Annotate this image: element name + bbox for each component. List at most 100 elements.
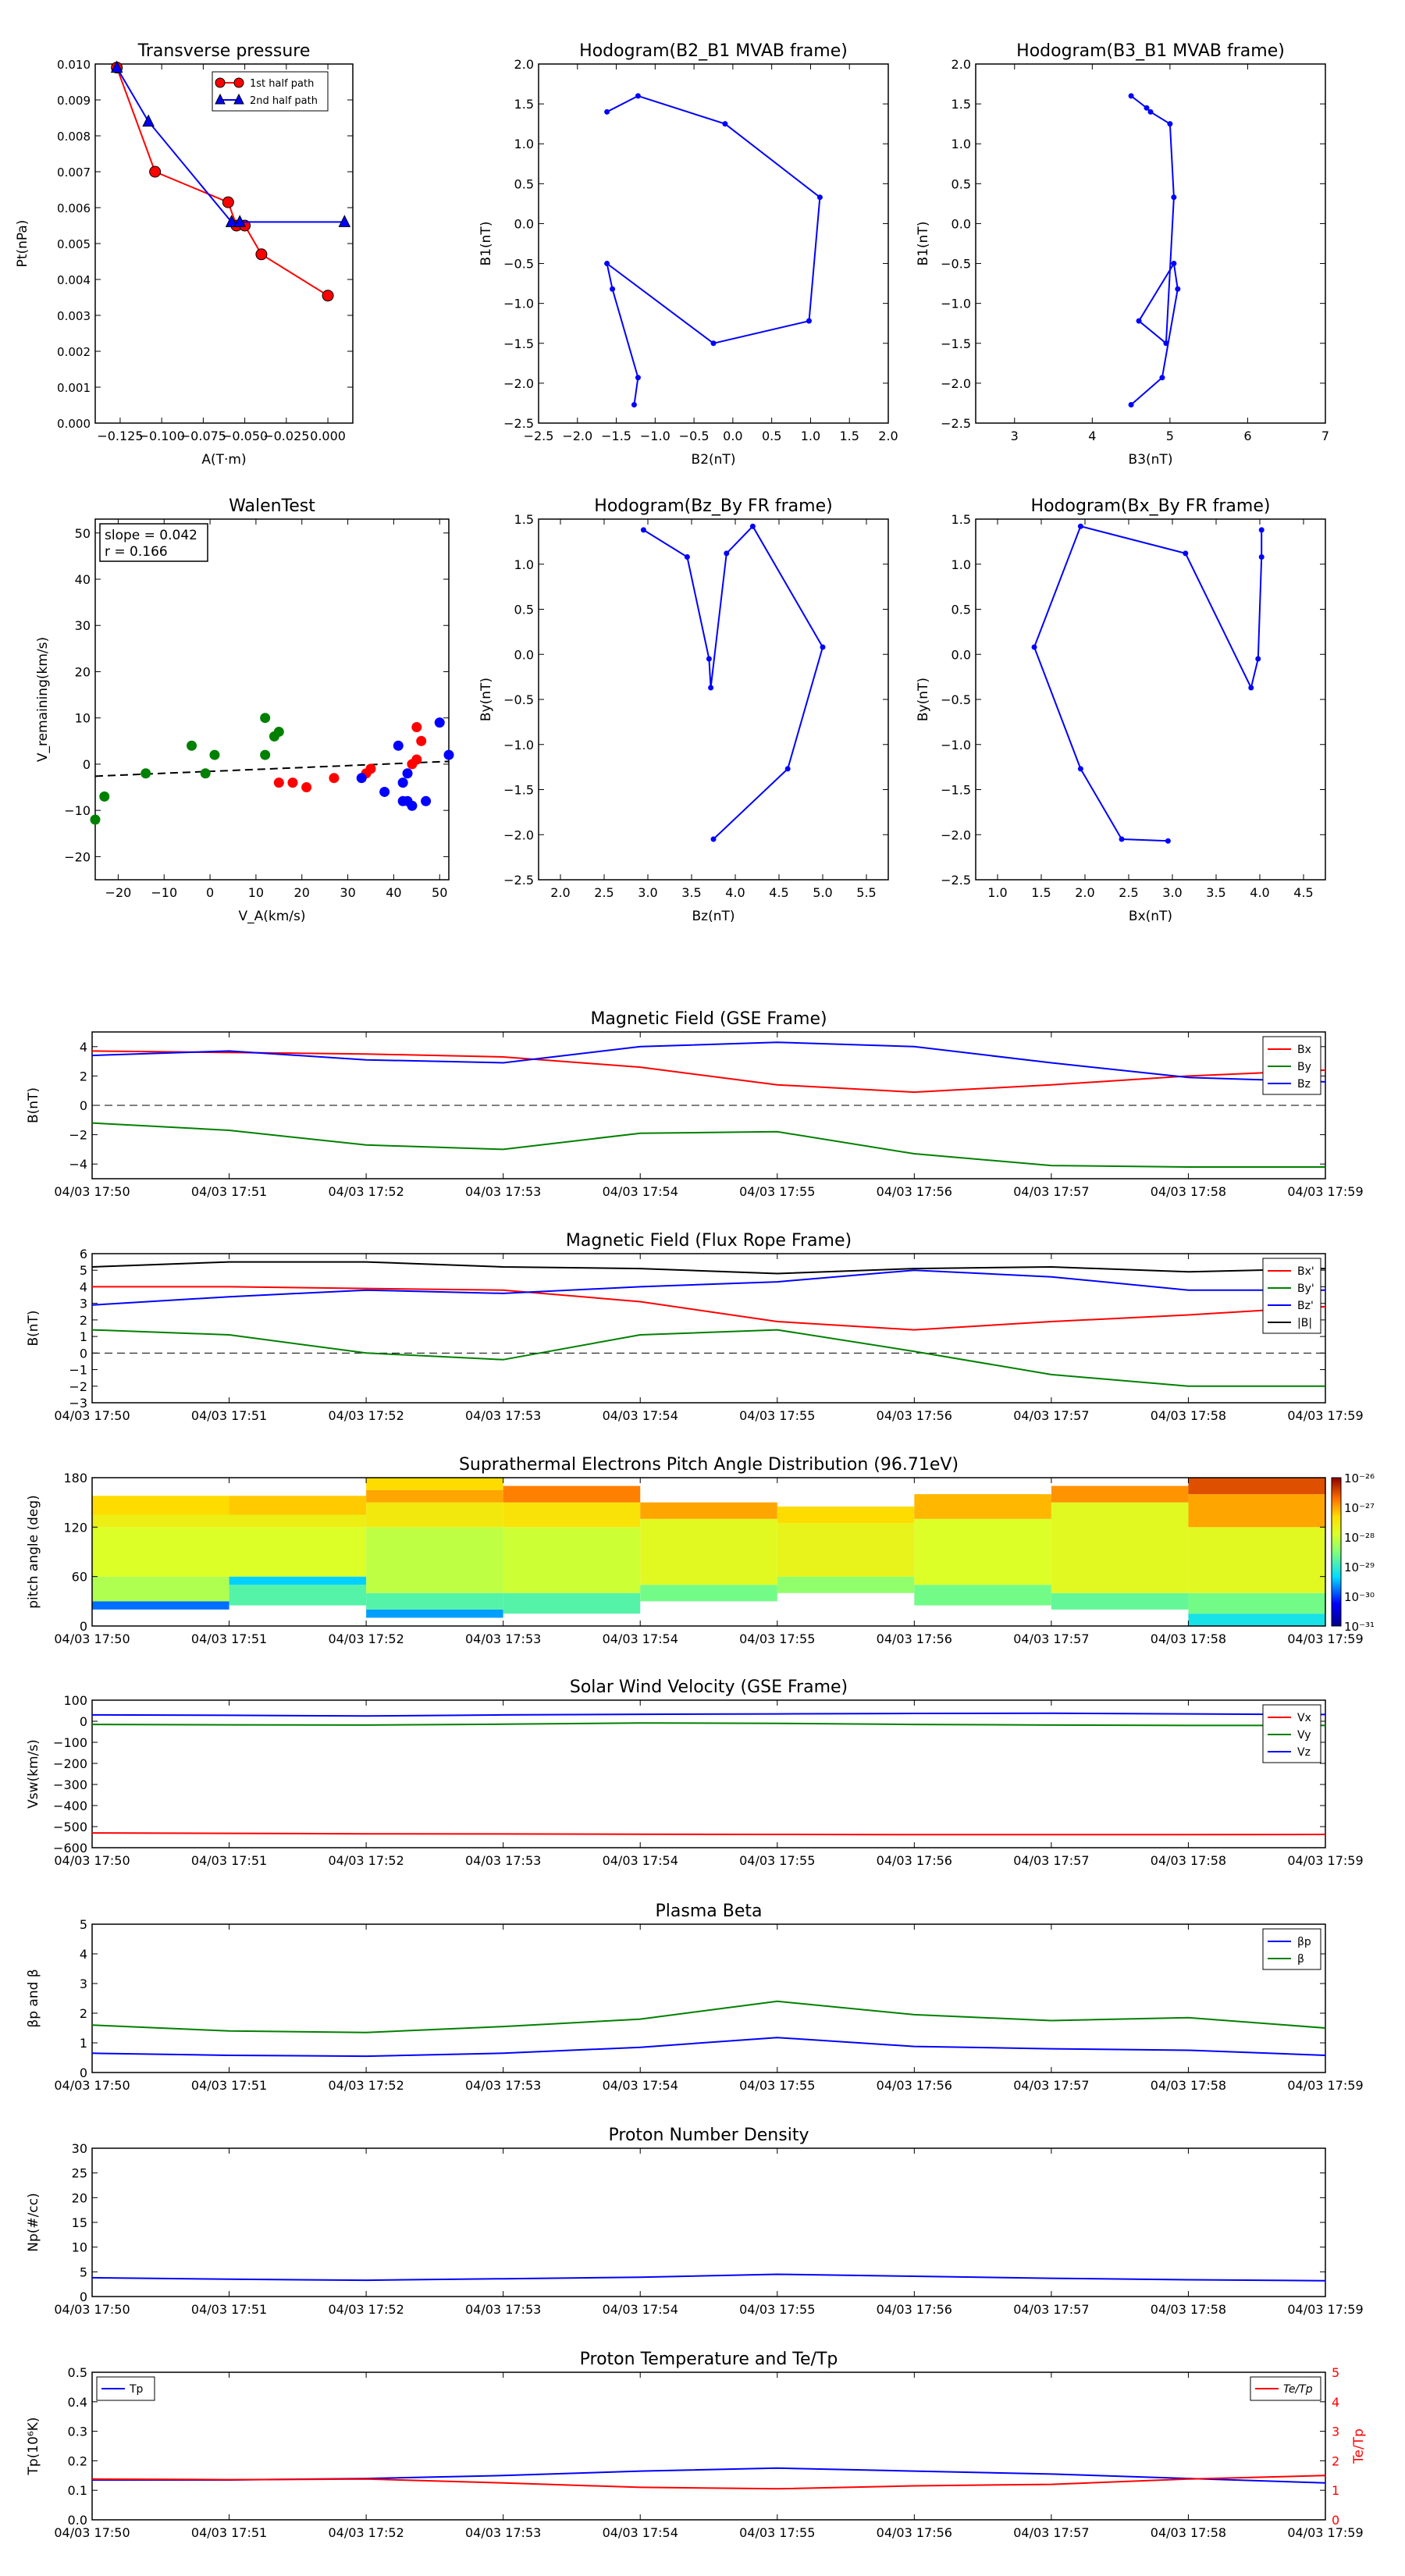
y-tick-label: 0.2	[68, 2453, 87, 2468]
data-point	[1031, 644, 1037, 650]
data-point	[379, 786, 390, 797]
series-line	[91, 1261, 1326, 1275]
y-right-tick-label: 3	[1332, 2425, 1339, 2439]
data-point	[1136, 318, 1142, 324]
data-point	[273, 777, 284, 788]
series-line	[91, 1832, 1326, 1836]
y-tick-label: 0.009	[57, 94, 91, 108]
heatmap-cell	[914, 1494, 1051, 1519]
data-point	[110, 60, 123, 73]
y-tick-label: 4	[80, 1040, 87, 1055]
chart-hodogram-bx-by: Hodogram(Bx_By FR frame) −2.5 −2.0 −1.5 −1.0…	[916, 496, 1326, 924]
heatmap-cell	[640, 1518, 777, 1585]
x-axis-label: Bx(nT)	[1129, 909, 1172, 924]
x-tick-label: 04/03 17:53	[465, 1631, 541, 1646]
heatmap-cell	[92, 1601, 229, 1610]
fit-line	[94, 760, 450, 777]
y-axis-label: B1(nT)	[478, 222, 494, 266]
y-tick-label: 0.1	[68, 2483, 87, 2498]
data-point	[604, 109, 610, 115]
x-tick-label: −0.125	[97, 429, 143, 443]
x-tick-label: 04/03 17:58	[1151, 1408, 1226, 1423]
plot-frame	[91, 1923, 1326, 2073]
data-point	[722, 121, 728, 127]
x-tick-label: 04/03 17:53	[465, 1408, 541, 1423]
x-tick-label: 04/03 17:52	[328, 1408, 404, 1423]
x-tick-label: 04/03 17:56	[877, 2302, 952, 2317]
y-tick-label: 0.5	[514, 603, 534, 617]
x-tick-label: 04/03 17:54	[603, 1408, 678, 1423]
y-tick-label: 0.5	[514, 176, 534, 191]
chart-hodogram-b2-b1: Hodogram(B2_B1 MVAB frame) −2.5 −2.0 −1.5 −1…	[478, 41, 898, 468]
y-tick-label: 4	[80, 1947, 87, 1962]
data-point	[635, 93, 641, 99]
data-point	[710, 340, 717, 347]
y-tick-label: 0	[80, 2065, 87, 2080]
data-point	[1167, 121, 1173, 127]
data-point	[260, 749, 271, 760]
x-tick-label: 0	[206, 885, 214, 900]
data-point	[1128, 93, 1134, 99]
x-tick-label: 04/03 17:59	[1287, 1408, 1363, 1423]
y-tick-label: −1.0	[941, 738, 971, 753]
x-tick-label: 04/03 17:54	[603, 2525, 678, 2540]
x-tick-label: 04/03 17:57	[1013, 1184, 1089, 1199]
heatmap-cell	[229, 1585, 367, 1606]
x-tick-label: 2.5	[1119, 885, 1138, 900]
data-point	[338, 215, 351, 227]
chart-title: Transverse pressure	[137, 41, 311, 61]
series-line	[91, 2273, 1326, 2282]
y-axis-label: βp and β	[26, 1969, 41, 2027]
data-point	[816, 194, 823, 201]
x-axis-label: B2(nT)	[692, 452, 736, 468]
heatmap-cell	[640, 1502, 777, 1519]
y-tick-label: 20	[72, 2190, 87, 2205]
legend-label: Vz	[1297, 1746, 1311, 1759]
x-tick-label: 0.5	[762, 429, 781, 443]
plot-frame	[91, 1477, 1326, 1627]
y-tick-label: 1.0	[951, 137, 971, 151]
y-tick-label: 1.5	[514, 97, 534, 112]
y-tick-label: 20	[75, 664, 91, 679]
x-tick-label: 04/03 17:58	[1151, 1631, 1226, 1646]
legend-box	[1262, 1928, 1321, 1970]
x-tick-label: 04/03 17:55	[739, 2525, 815, 2540]
x-tick-label: 5.5	[856, 885, 876, 900]
x-tick-label: 04/03 17:52	[328, 1853, 404, 1868]
y-tick-label: −1.0	[503, 738, 534, 753]
y-tick-label: 0	[80, 1098, 87, 1113]
legend-label: β	[1297, 1953, 1304, 1966]
data-point	[99, 791, 110, 802]
x-tick-label: 04/03 17:50	[54, 1631, 130, 1646]
data-point	[209, 749, 220, 760]
y-tick-label: −2	[69, 1128, 87, 1143]
chart-velocity: Solar Wind Velocity (GSE Frame) −600 −500 −…	[26, 1678, 1364, 1868]
heatmap-cell	[1188, 1527, 1325, 1593]
legend-label: 2nd half path	[250, 95, 318, 107]
y-tick-label: 0.004	[57, 273, 91, 287]
y-tick-label: −2.5	[941, 416, 971, 431]
x-tick-label: 04/03 17:56	[877, 1408, 952, 1423]
data-point	[724, 550, 730, 557]
x-tick-label: 04/03 17:58	[1151, 1853, 1226, 1868]
x-tick-label: 6	[1243, 429, 1251, 443]
y-tick-label: 2	[80, 2006, 87, 2021]
heatmap-cell	[229, 1496, 367, 1515]
data-point	[749, 523, 756, 529]
x-tick-label: 04/03 17:51	[191, 2302, 267, 2317]
x-tick-label: 04/03 17:59	[1287, 1631, 1363, 1646]
series-line	[91, 1712, 1326, 1717]
x-tick-label: 04/03 17:54	[603, 2302, 678, 2317]
y-tick-label: −2.0	[941, 827, 971, 842]
x-tick-label: 0.000	[310, 429, 346, 443]
x-tick-label: 7	[1321, 429, 1329, 443]
y-right-tick-label: 2	[1332, 2453, 1339, 2468]
y-axis-label: pitch angle (deg)	[26, 1495, 41, 1609]
y-tick-label: 1.0	[951, 557, 971, 572]
heatmap-cell	[92, 1576, 229, 1602]
x-tick-label: 04/03 17:52	[328, 2302, 404, 2317]
legend-box	[212, 71, 329, 112]
data-point	[421, 795, 432, 806]
x-tick-label: 4.5	[1293, 885, 1313, 900]
y-tick-label: 0	[83, 757, 91, 772]
